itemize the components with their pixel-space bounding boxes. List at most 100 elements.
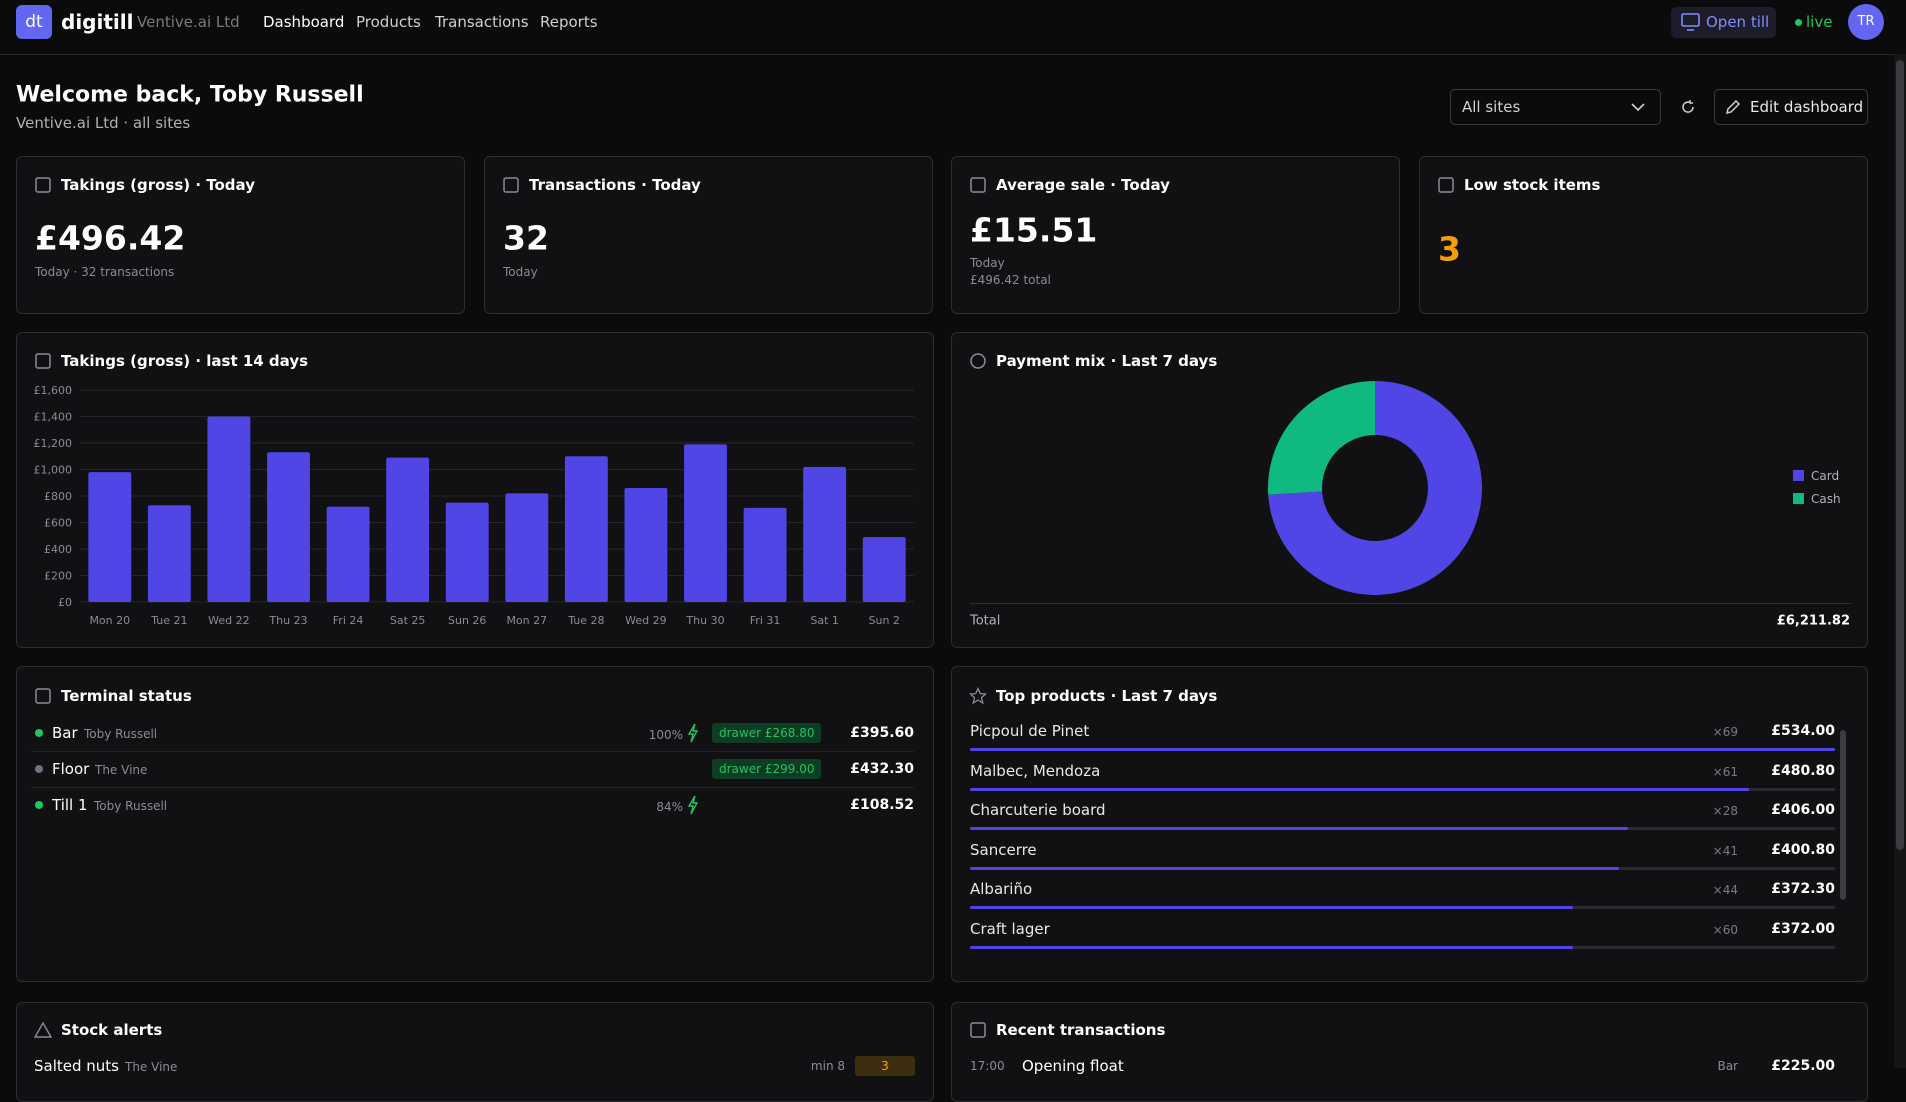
status-dot [1795, 19, 1802, 26]
x-tick-label: Fri 31 [750, 614, 781, 627]
org-name: Ventive.ai Ltd [137, 13, 240, 31]
donut-segment [1268, 381, 1375, 495]
bar-chart: £0 £200 £400 £600 £800 £1,000 £1,200 £1,400 £1,6… [34, 384, 914, 627]
txn-label: Opening float [1022, 1057, 1124, 1075]
total-label: Total [970, 613, 1001, 629]
bar [386, 457, 430, 602]
kpi-note: £496.42 total [970, 273, 1051, 287]
section-title: Terminal status [61, 687, 192, 705]
icon-shape [503, 177, 519, 193]
drawer-badge: drawer £268.80 [712, 723, 822, 743]
edit-dashboard-label[interactable]: Edit dashboard [1750, 98, 1864, 116]
txn-time: 17:00 [970, 1059, 1005, 1073]
status-dot [35, 729, 43, 737]
txn-amount: £225.00 [1771, 1058, 1835, 1074]
legend-label: Card [1811, 469, 1840, 483]
nav-link[interactable]: Dashboard [263, 13, 345, 31]
icon-shape [687, 795, 699, 815]
icon-shape [1725, 99, 1741, 115]
txn-terminal: Bar [1717, 1059, 1738, 1073]
product-qty: ×44 [1712, 883, 1738, 898]
card [951, 666, 1868, 982]
product-qty: ×69 [1712, 725, 1738, 739]
scrollbar-thumb [1896, 60, 1904, 850]
product-name: Craft lager [970, 920, 1050, 938]
refresh-button[interactable] [1679, 98, 1697, 116]
progress-bar [970, 946, 1573, 949]
progress-bar [970, 827, 1628, 831]
product-qty: ×28 [1712, 804, 1738, 819]
kpi-label: Low stock items [1464, 176, 1601, 194]
product-amount: £400.80 [1771, 841, 1835, 858]
x-tick-label: Mon 27 [506, 614, 547, 627]
product-name: Picpoul de Pinet [970, 722, 1090, 740]
terminal-name: Till 1 [52, 796, 88, 814]
star-icon [969, 687, 987, 705]
icon-shape [1682, 100, 1694, 113]
card [16, 1002, 934, 1102]
open-till-button[interactable] [1671, 7, 1776, 38]
product-amount: £372.00 [1771, 921, 1835, 937]
donut-segment [1268, 381, 1482, 595]
nav-link[interactable]: Reports [540, 13, 598, 31]
pencil-icon [1725, 99, 1741, 115]
icon-shape [687, 723, 699, 743]
bar [147, 505, 191, 602]
status-dot [35, 765, 43, 773]
battery: 100% [648, 728, 683, 742]
product-amount: £372.30 [1771, 881, 1835, 898]
card [484, 156, 933, 314]
kpi-value: 32 [503, 218, 549, 258]
scrollbar [1894, 54, 1906, 1068]
site-select[interactable] [1450, 89, 1661, 125]
site-select-label[interactable]: All sites [1462, 98, 1521, 116]
icon-shape [35, 177, 51, 193]
y-tick-label: £1,000 [34, 464, 73, 477]
chart-icon [35, 353, 51, 369]
nav-link[interactable]: Transactions [435, 13, 529, 31]
x-tick-label: Mon 20 [89, 614, 130, 627]
bar [624, 488, 668, 602]
logo: dt [16, 5, 52, 39]
product-name: Charcuterie board [970, 801, 1106, 820]
open-till-label[interactable]: Open till [1706, 13, 1770, 31]
icon-shape [34, 1021, 52, 1038]
y-tick-label: £200 [44, 570, 72, 583]
bar [803, 466, 847, 602]
y-tick-label: £600 [44, 517, 72, 530]
nav-link[interactable]: Products [356, 13, 421, 31]
top-nav [0, 0, 1906, 55]
kpi-label: Takings (gross) · Today [61, 176, 255, 194]
kpi-icon [35, 177, 51, 193]
progress-bar [970, 866, 1620, 870]
divider [970, 603, 1851, 604]
icon-shape [35, 353, 51, 369]
x-tick-label: Wed 22 [208, 614, 249, 627]
progress-bar [970, 906, 1574, 910]
battery: 84% [656, 800, 683, 814]
icon-shape [970, 177, 986, 193]
product-amount: £534.00 [1771, 723, 1835, 739]
x-tick-label: Tue 21 [150, 614, 187, 627]
terminal-amount: £432.30 [850, 761, 914, 777]
y-tick-label: £0 [58, 596, 72, 609]
bar [445, 502, 489, 602]
card [1419, 156, 1868, 314]
edit-dashboard-button[interactable] [1714, 89, 1868, 125]
x-tick-label: Fri 24 [333, 614, 364, 627]
bolt-icon [687, 723, 699, 743]
stock-name: Salted nuts [34, 1057, 119, 1075]
terminal-name: Bar [52, 724, 78, 742]
bar [564, 456, 608, 602]
x-tick-label: Thu 30 [685, 614, 724, 627]
section-title: Stock alerts [61, 1021, 163, 1039]
bar [267, 452, 310, 602]
x-tick-label: Wed 29 [625, 614, 666, 627]
kpi-value: 3 [1438, 229, 1461, 269]
bar [743, 507, 787, 602]
avatar[interactable]: TR [1848, 4, 1884, 40]
monitor-icon [1681, 13, 1700, 31]
icon-shape [35, 688, 51, 704]
bar [505, 493, 549, 602]
legend-swatch [1793, 470, 1804, 481]
